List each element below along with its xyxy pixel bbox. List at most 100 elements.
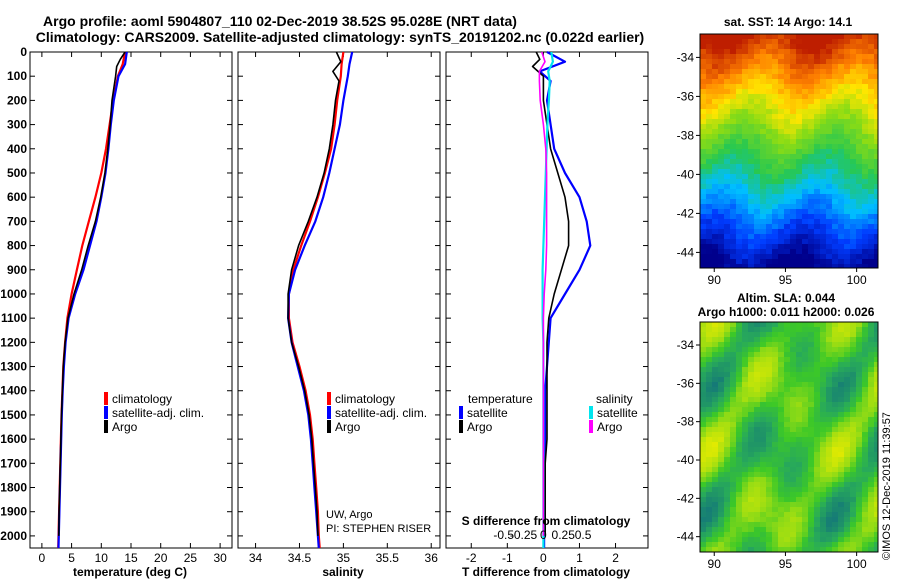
salinity-xlabel: salinity xyxy=(322,565,364,579)
credit-text: UW, Argo xyxy=(326,509,372,521)
title-line-2: Climatology: CARS2009. Satellite-adjuste… xyxy=(36,29,644,45)
s-difference-ticks: -0.5-0.25 0 0.25 0.5 xyxy=(493,528,591,542)
y-tick-label: 1500 xyxy=(0,408,27,422)
y-tick-label: 1600 xyxy=(0,432,27,446)
temperature-panel: 0100200300400500600700800900100011001200… xyxy=(0,45,233,565)
y-tick-label: 1200 xyxy=(0,335,27,349)
y-tick-label: -44 xyxy=(677,245,695,259)
salinity-panel: 34 34.5 35 35.5 36 xyxy=(237,51,441,565)
series-line-climatology xyxy=(57,51,127,549)
x-tick-label: 5 xyxy=(68,551,75,565)
y-tick-label: 1700 xyxy=(0,456,27,470)
y-tick-label: 1900 xyxy=(0,505,27,519)
s-tick-label: 0 xyxy=(540,528,547,542)
x-tick-label: 95 xyxy=(779,557,793,571)
y-tick-label: -36 xyxy=(677,376,695,390)
x-tick-label: 25 xyxy=(184,551,198,565)
legend-swatch-satellite xyxy=(327,406,331,419)
y-tick-label: -42 xyxy=(677,206,695,220)
legend-swatch-t-argo xyxy=(459,420,463,433)
x-tick-label: 36 xyxy=(425,551,439,565)
s-difference-label: S difference from climatology xyxy=(462,514,631,528)
y-tick-label: 1800 xyxy=(0,481,27,495)
s-tick-label: -0.5 xyxy=(493,528,514,542)
y-tick-label: -38 xyxy=(677,415,695,429)
x-tick-label: 30 xyxy=(213,551,227,565)
map-cells xyxy=(700,322,878,552)
series-line-satellite-adj-clim- xyxy=(57,51,128,549)
y-tick-label: 500 xyxy=(7,166,27,180)
legend-swatch-s-satellite xyxy=(589,406,593,419)
salinity-legend: climatology satellite-adj. clim. Argo xyxy=(327,392,427,434)
x-tick-label: 0 xyxy=(540,551,547,565)
y-tick-label: -40 xyxy=(677,167,695,181)
x-tick-label: 100 xyxy=(847,273,867,287)
y-tick-label: 100 xyxy=(7,69,27,83)
x-tick-label: 35.5 xyxy=(376,551,400,565)
x-tick-label: 1 xyxy=(576,551,583,565)
y-tick-label: -34 xyxy=(677,50,695,64)
y-tick-label: 1100 xyxy=(1,311,27,325)
legend-title-salinity: salinity xyxy=(596,392,633,406)
x-tick-label: 34.5 xyxy=(288,551,312,565)
x-tick-label: 15 xyxy=(124,551,138,565)
series-line-argo xyxy=(58,51,126,536)
legend-label-s-argo: Argo xyxy=(597,420,623,434)
legend-swatch-s-argo xyxy=(589,420,593,433)
difference-panel: -2 -1 0 1 2 xyxy=(445,51,649,565)
x-tick-label: 0 xyxy=(39,551,46,565)
y-tick-label: -34 xyxy=(677,338,695,352)
sst-map-title: sat. SST: 14 Argo: 14.1 xyxy=(724,15,853,29)
s-tick-label: -0.25 xyxy=(510,528,538,542)
y-tick-label: 700 xyxy=(7,214,27,228)
y-tick-label: 400 xyxy=(7,142,27,156)
y-tick-label: 800 xyxy=(7,239,27,253)
series-line-s-argo xyxy=(538,51,548,536)
x-tick-label: 34 xyxy=(249,551,263,565)
legend-label-satellite: satellite-adj. clim. xyxy=(112,406,204,420)
y-tick-label: 1300 xyxy=(0,360,27,374)
series-line-argo xyxy=(287,51,342,536)
y-tick-label: -44 xyxy=(677,530,695,544)
series-line-t-argo xyxy=(531,51,570,536)
legend-label-argo: Argo xyxy=(335,420,361,434)
y-tick-label: 600 xyxy=(7,190,27,204)
s-tick-label: 0.25 xyxy=(552,528,576,542)
series-line-satellite-adj-clim- xyxy=(287,51,354,549)
y-tick-label: 300 xyxy=(7,118,27,132)
x-tick-label: 10 xyxy=(95,551,109,565)
map-frame xyxy=(699,33,879,269)
x-tick-label: -2 xyxy=(466,551,477,565)
legend-swatch-t-satellite xyxy=(459,406,463,419)
y-tick-label: -36 xyxy=(677,89,695,103)
y-tick-label: 2000 xyxy=(0,529,27,543)
x-tick-label: 35 xyxy=(337,551,351,565)
legend-label-t-argo: Argo xyxy=(467,420,493,434)
y-tick-label: -38 xyxy=(677,128,695,142)
legend-swatch-argo xyxy=(327,420,331,433)
temperature-xlabel: temperature (deg C) xyxy=(73,565,187,579)
map-cells xyxy=(700,34,878,268)
legend-label-s-satellite: satellite xyxy=(597,406,638,420)
legend-title-temperature: temperature xyxy=(468,392,533,406)
legend-swatch-argo xyxy=(104,420,108,433)
s-tick-label: 0.5 xyxy=(575,528,592,542)
y-tick-label: -42 xyxy=(677,491,695,505)
y-tick-label: 0 xyxy=(20,45,27,59)
legend-swatch-climatology xyxy=(104,392,108,405)
x-tick-label: -1 xyxy=(502,551,513,565)
legend-swatch-climatology xyxy=(327,392,331,405)
x-tick-label: 90 xyxy=(708,273,722,287)
sst-map: -34 -36 -38 -40 -42 -44 90 95 100 xyxy=(677,33,879,287)
plot-frame xyxy=(237,51,441,549)
difference-legend: temperature salinity satellite Argo sate… xyxy=(459,392,638,434)
legend-label-climatology: climatology xyxy=(335,392,395,406)
sla-map: -34 -36 -38 -40 -42 -44 90 95 100 xyxy=(677,321,879,571)
pi-text: PI: STEPHEN RISER xyxy=(326,523,431,535)
x-tick-label: 20 xyxy=(154,551,168,565)
temperature-legend: climatology satellite-adj. clim. Argo xyxy=(104,392,204,434)
map-frame xyxy=(699,321,879,553)
y-tick-label: 900 xyxy=(7,263,27,277)
sla-map-title-1: Altim. SLA: 0.044 xyxy=(737,291,835,305)
